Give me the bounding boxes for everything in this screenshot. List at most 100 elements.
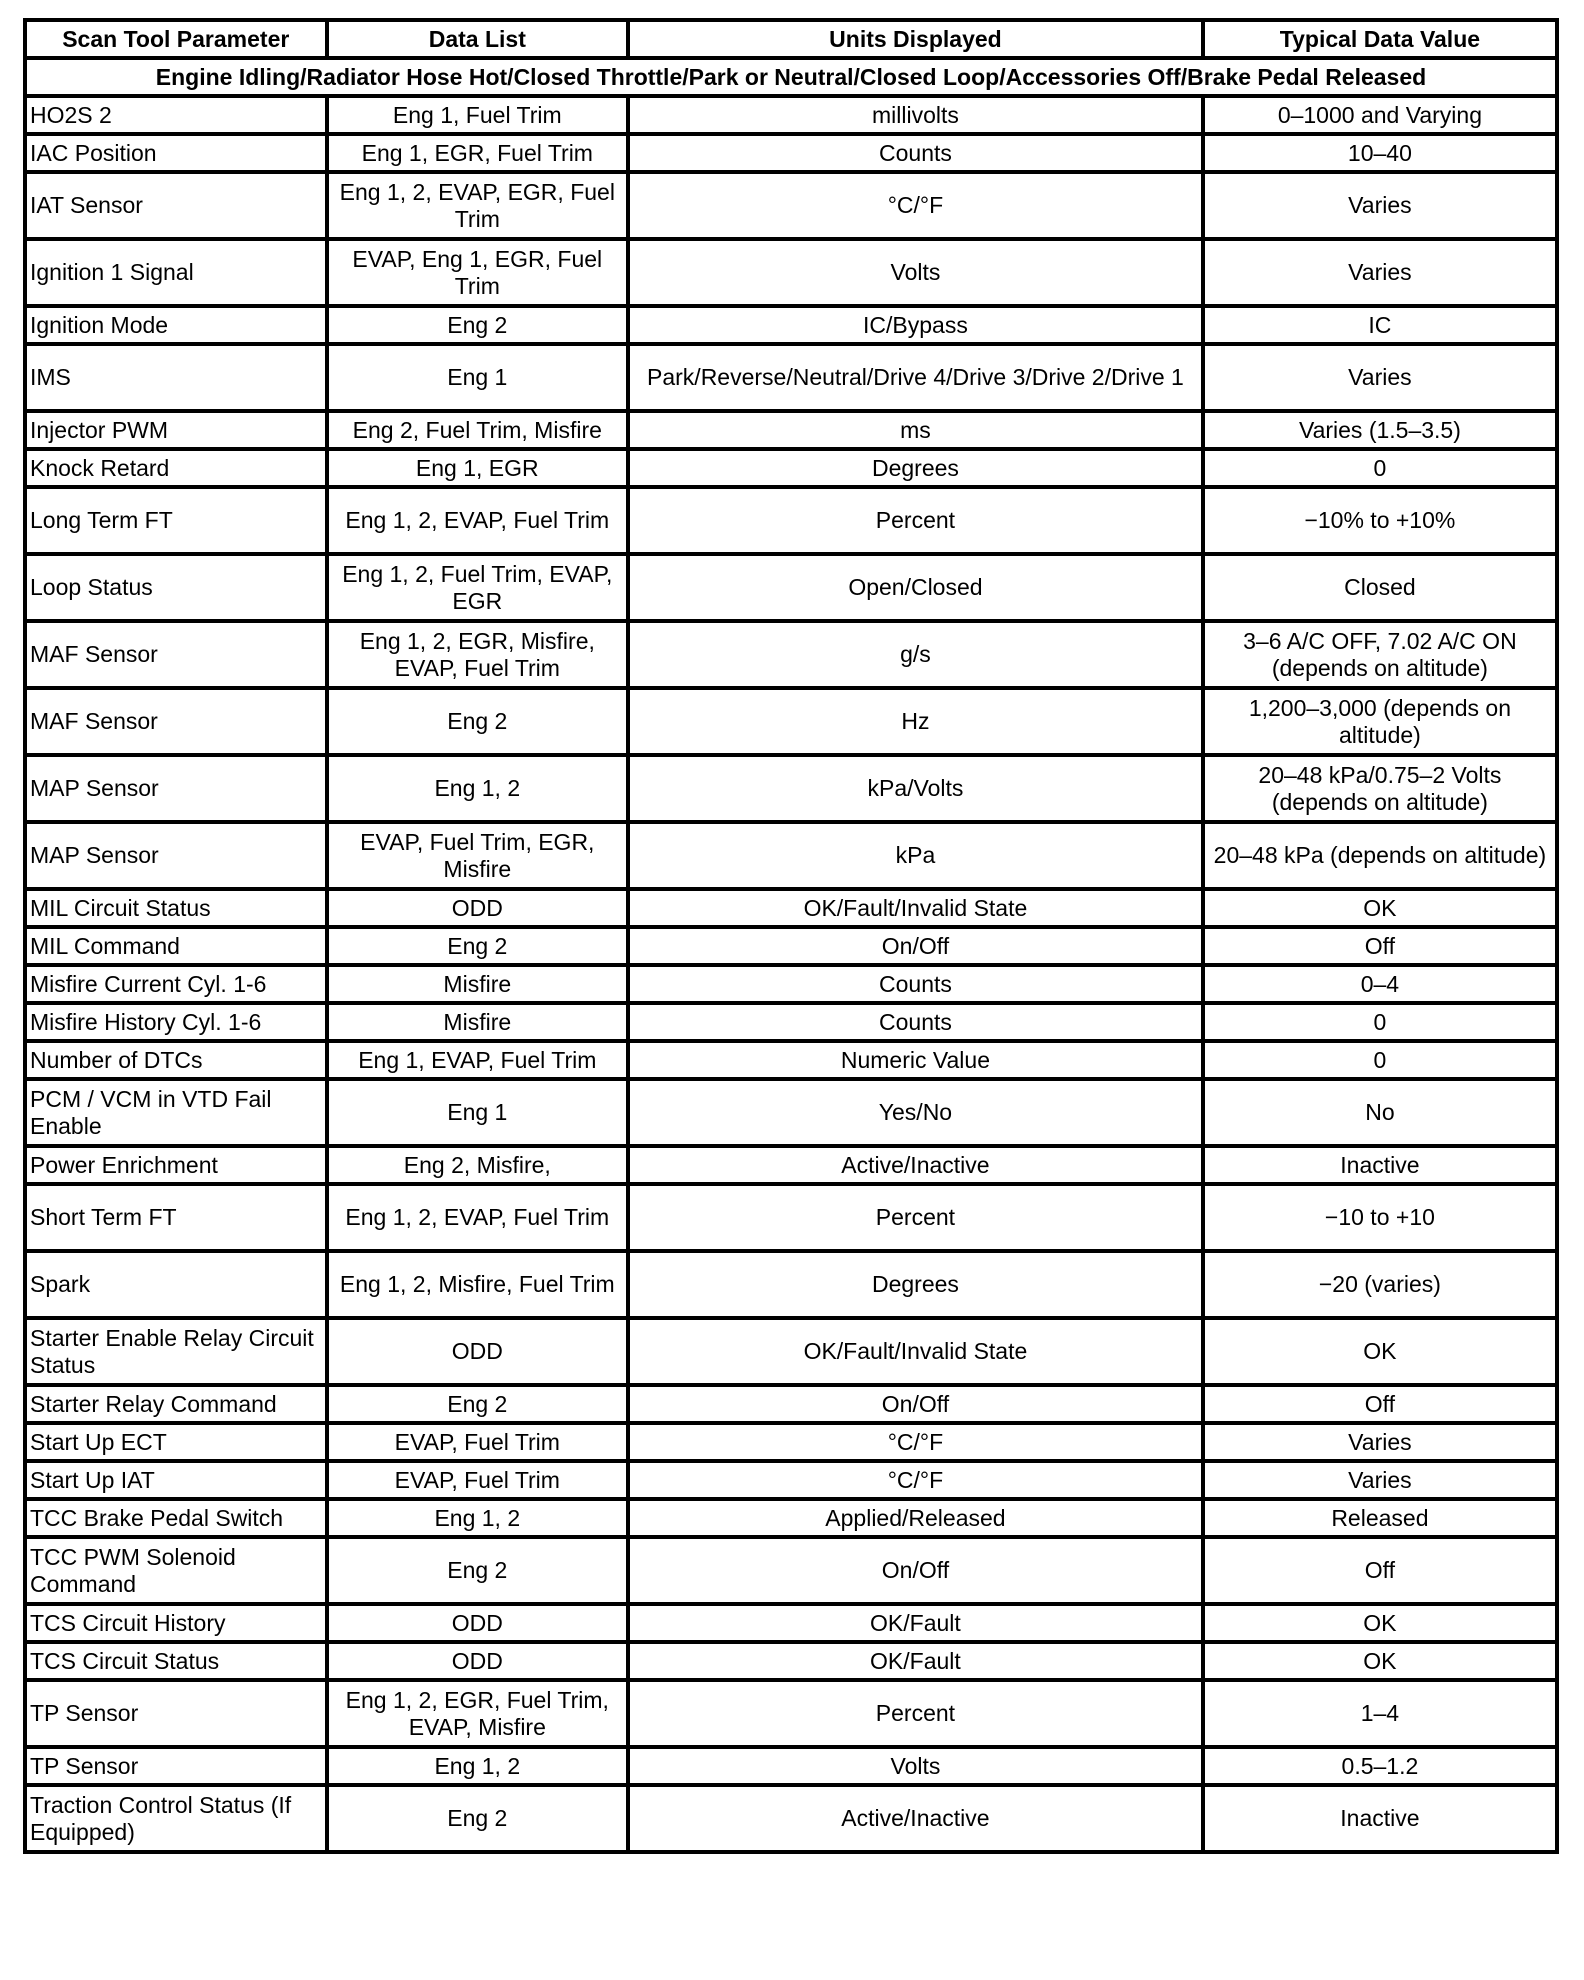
cell-parameter: TCC PWM Solenoid Command	[23, 1535, 329, 1606]
cell-typical-value: 10–40	[1200, 132, 1560, 174]
cell-parameter: MIL Command	[23, 925, 329, 967]
cell-data-list: Eng 2	[324, 1535, 631, 1606]
cell-typical-value: 0	[1200, 447, 1560, 489]
cell-typical-value: Varies	[1200, 342, 1560, 413]
cell-parameter: TCS Circuit Status	[23, 1640, 329, 1682]
cell-data-list: Eng 2	[324, 925, 631, 967]
table-row: Misfire History Cyl. 1-6 Misfire Counts 0	[23, 1001, 1560, 1043]
table-row: Traction Control Status (If Equipped) Eng…	[23, 1783, 1560, 1854]
table-row: TP Sensor Eng 1, 2, EGR, Fuel Trim, EVAP,…	[23, 1678, 1560, 1749]
condition-text: Engine Idling/Radiator Hose Hot/Closed T…	[23, 56, 1559, 98]
cell-typical-value: Off	[1200, 1535, 1560, 1606]
table-row: IAT Sensor Eng 1, 2, EVAP, EGR, Fuel Trim…	[23, 170, 1560, 241]
table-row: TCS Circuit Status ODD OK/Fault OK	[23, 1640, 1560, 1682]
cell-typical-value: 20–48 kPa/0.75–2 Volts (depends on altit…	[1200, 753, 1560, 824]
cell-parameter: Start Up IAT	[23, 1459, 329, 1501]
table-row: PCM / VCM in VTD Fail Enable Eng 1 Yes/No N…	[23, 1077, 1560, 1148]
cell-typical-value: IC	[1200, 304, 1560, 346]
cell-data-list: Eng 1, EGR, Fuel Trim	[324, 132, 631, 174]
cell-parameter: IMS	[23, 342, 329, 413]
cell-parameter: MAF Sensor	[23, 686, 329, 757]
cell-parameter: MAP Sensor	[23, 753, 329, 824]
cell-typical-value: Varies	[1200, 237, 1560, 308]
cell-units: On/Off	[626, 1535, 1205, 1606]
cell-typical-value: −20 (varies)	[1200, 1249, 1560, 1320]
cell-typical-value: OK	[1200, 1640, 1560, 1682]
cell-typical-value: Varies	[1200, 1421, 1560, 1463]
cell-typical-value: Released	[1200, 1497, 1560, 1539]
cell-units: Counts	[626, 132, 1205, 174]
header-typical-value: Typical Data Value	[1200, 18, 1560, 60]
cell-typical-value: Inactive	[1200, 1144, 1560, 1186]
cell-data-list: Eng 1, 2	[324, 753, 631, 824]
cell-data-list: Eng 1, 2, EVAP, Fuel Trim	[324, 485, 631, 556]
header-units: Units Displayed	[626, 18, 1205, 60]
table-row: MAP Sensor Eng 1, 2 kPa/Volts 20–48 kPa/0.7…	[23, 753, 1560, 824]
cell-units: Hz	[626, 686, 1205, 757]
cell-data-list: Eng 2	[324, 686, 631, 757]
cell-typical-value: Off	[1200, 925, 1560, 967]
cell-units: Yes/No	[626, 1077, 1205, 1148]
cell-data-list: Eng 2, Fuel Trim, Misfire	[324, 409, 631, 451]
table-row: Start Up ECT EVAP, Fuel Trim °C/°F Varies	[23, 1421, 1560, 1463]
table-row: Spark Eng 1, 2, Misfire, Fuel Trim Degrees…	[23, 1249, 1560, 1320]
cell-data-list: Eng 1, EGR	[324, 447, 631, 489]
cell-typical-value: 1–4	[1200, 1678, 1560, 1749]
cell-data-list: Eng 1, 2, EVAP, Fuel Trim	[324, 1182, 631, 1253]
cell-parameter: Long Term FT	[23, 485, 329, 556]
cell-data-list: Misfire	[324, 963, 631, 1005]
table-row: Loop Status Eng 1, 2, Fuel Trim, EVAP, EG…	[23, 552, 1560, 623]
cell-parameter: Traction Control Status (If Equipped)	[23, 1783, 329, 1854]
table-row: MIL Circuit Status ODD OK/Fault/Invalid St…	[23, 887, 1560, 929]
cell-units: Active/Inactive	[626, 1144, 1205, 1186]
cell-units: Volts	[626, 237, 1205, 308]
cell-units: Counts	[626, 1001, 1205, 1043]
cell-typical-value: OK	[1200, 1602, 1560, 1644]
cell-data-list: ODD	[324, 1602, 631, 1644]
cell-data-list: Eng 1, 2, Fuel Trim, EVAP, EGR	[324, 552, 631, 623]
cell-data-list: Eng 1, 2	[324, 1497, 631, 1539]
cell-units: °C/°F	[626, 170, 1205, 241]
cell-units: On/Off	[626, 925, 1205, 967]
cell-units: OK/Fault	[626, 1640, 1205, 1682]
cell-parameter: MAF Sensor	[23, 619, 329, 690]
cell-parameter: Misfire History Cyl. 1-6	[23, 1001, 329, 1043]
cell-parameter: PCM / VCM in VTD Fail Enable	[23, 1077, 329, 1148]
cell-units: Active/Inactive	[626, 1783, 1205, 1854]
cell-units: kPa	[626, 820, 1205, 891]
cell-data-list: ODD	[324, 887, 631, 929]
table-row: Long Term FT Eng 1, 2, EVAP, Fuel Trim Per…	[23, 485, 1560, 556]
cell-typical-value: 0	[1200, 1039, 1560, 1081]
table-row: Knock Retard Eng 1, EGR Degrees 0	[23, 447, 1560, 489]
cell-parameter: MIL Circuit Status	[23, 887, 329, 929]
table-row: Injector PWM Eng 2, Fuel Trim, Misfire ms V…	[23, 409, 1560, 451]
cell-typical-value: Inactive	[1200, 1783, 1560, 1854]
cell-units: millivolts	[626, 94, 1205, 136]
table-row: Ignition 1 Signal EVAP, Eng 1, EGR, Fuel …	[23, 237, 1560, 308]
cell-data-list: Eng 1	[324, 1077, 631, 1148]
table-row: TP Sensor Eng 1, 2 Volts 0.5–1.2	[23, 1745, 1560, 1787]
cell-typical-value: Varies (1.5–3.5)	[1200, 409, 1560, 451]
cell-data-list: Eng 1, Fuel Trim	[324, 94, 631, 136]
cell-data-list: ODD	[324, 1316, 631, 1387]
table-row: HO2S 2 Eng 1, Fuel Trim millivolts 0–1000 a…	[23, 94, 1560, 136]
cell-data-list: Eng 2	[324, 1783, 631, 1854]
cell-data-list: Eng 1, 2, EGR, Fuel Trim, EVAP, Misfire	[324, 1678, 631, 1749]
cell-units: kPa/Volts	[626, 753, 1205, 824]
cell-parameter: TCS Circuit History	[23, 1602, 329, 1644]
cell-units: ms	[626, 409, 1205, 451]
table-row: MAP Sensor EVAP, Fuel Trim, EGR, Misfire k…	[23, 820, 1560, 891]
cell-parameter: Short Term FT	[23, 1182, 329, 1253]
table-row: TCC PWM Solenoid Command Eng 2 On/Off Off	[23, 1535, 1560, 1606]
scan-tool-data-table: Scan Tool Parameter Data List Units Disp…	[23, 18, 1560, 1854]
cell-typical-value: 0	[1200, 1001, 1560, 1043]
cell-typical-value: 3–6 A/C OFF, 7.02 A/C ON (depends on alt…	[1200, 619, 1560, 690]
cell-units: OK/Fault/Invalid State	[626, 887, 1205, 929]
cell-parameter: Start Up ECT	[23, 1421, 329, 1463]
cell-parameter: TCC Brake Pedal Switch	[23, 1497, 329, 1539]
cell-typical-value: Closed	[1200, 552, 1560, 623]
cell-units: Open/Closed	[626, 552, 1205, 623]
cell-parameter: Injector PWM	[23, 409, 329, 451]
cell-units: Volts	[626, 1745, 1205, 1787]
cell-units: Applied/Released	[626, 1497, 1205, 1539]
